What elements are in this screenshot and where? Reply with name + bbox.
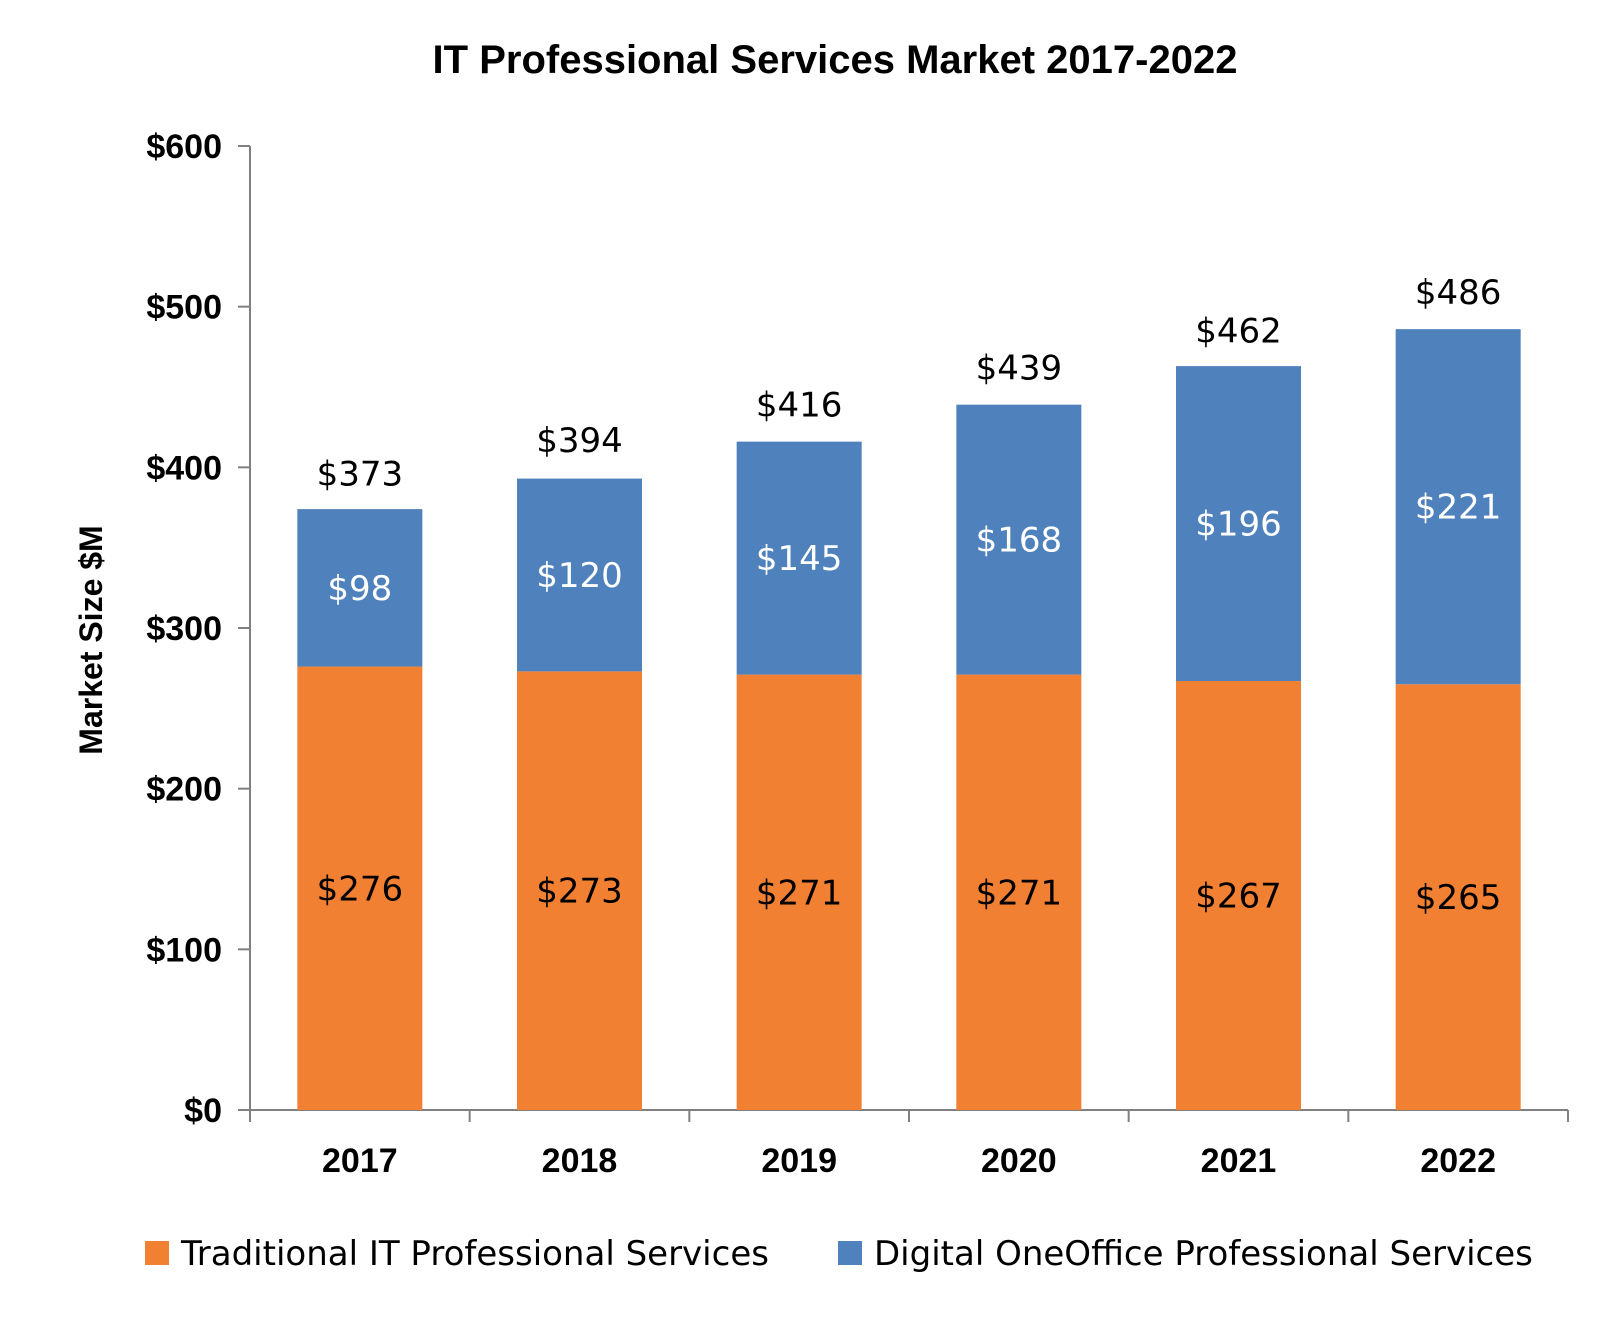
data-label: $98 [327,569,392,609]
data-label: $196 [1195,505,1282,545]
bar-segment-digital [736,441,862,675]
bar-segment-traditional [1395,684,1521,1110]
bar-segment-digital [297,509,423,667]
data-label: $145 [756,539,843,579]
total-label: $416 [756,386,843,426]
data-label: $273 [536,872,623,912]
legend-text-traditional: Traditional IT Professional Services [180,1234,769,1274]
bar-segment-traditional [297,666,423,1110]
y-tick-label: $300 [146,610,222,648]
y-tick-label: $100 [146,931,222,969]
data-label: $265 [1415,878,1502,918]
y-tick-label: $0 [184,1092,222,1130]
legend-text-digital: Digital OneOffice Professional Services [874,1234,1533,1274]
chart-title: IT Professional Services Market 2017-202… [433,38,1238,82]
bar-segment-traditional [1176,681,1301,1110]
bar-segment-traditional [736,674,862,1110]
x-tick-label: 2020 [981,1142,1057,1180]
legend: Traditional IT Professional Services Digi… [145,1234,1533,1274]
x-tick-label: 2021 [1201,1142,1277,1180]
y-tick-label: $500 [146,289,222,327]
total-label: $394 [536,421,623,461]
data-label: $276 [317,869,404,909]
data-label: $221 [1415,488,1502,528]
total-label: $462 [1195,312,1282,352]
bar-segment-traditional [956,674,1082,1110]
bar-segment-digital [517,478,642,672]
total-label: $373 [317,455,404,495]
data-label: $271 [976,873,1063,913]
legend-swatch-digital [838,1241,862,1265]
plot-area: $0 $100 $200 $300 $400 $500 $600 $276 $98 $373 201… [146,128,1569,1180]
x-tick-label: 2022 [1420,1142,1496,1180]
data-label: $168 [976,521,1063,561]
data-label: $267 [1195,877,1282,917]
bar-segment-digital [956,404,1082,675]
legend-swatch-traditional [145,1241,169,1265]
bar-segment-digital [1395,329,1521,685]
x-tick-label: 2018 [542,1142,618,1180]
total-label: $486 [1415,273,1502,313]
x-tick-label: 2017 [322,1142,398,1180]
bar-segment-traditional [517,671,642,1110]
y-tick-label: $200 [146,771,222,809]
data-label: $271 [756,873,843,913]
y-tick-label: $600 [146,128,222,166]
x-tick-label: 2019 [761,1142,837,1180]
data-label: $120 [536,556,623,596]
y-tick-label: $400 [146,449,222,487]
y-axis-label: Market Size $M [73,525,109,754]
bar-segment-digital [1176,366,1301,682]
total-label: $439 [976,349,1063,389]
